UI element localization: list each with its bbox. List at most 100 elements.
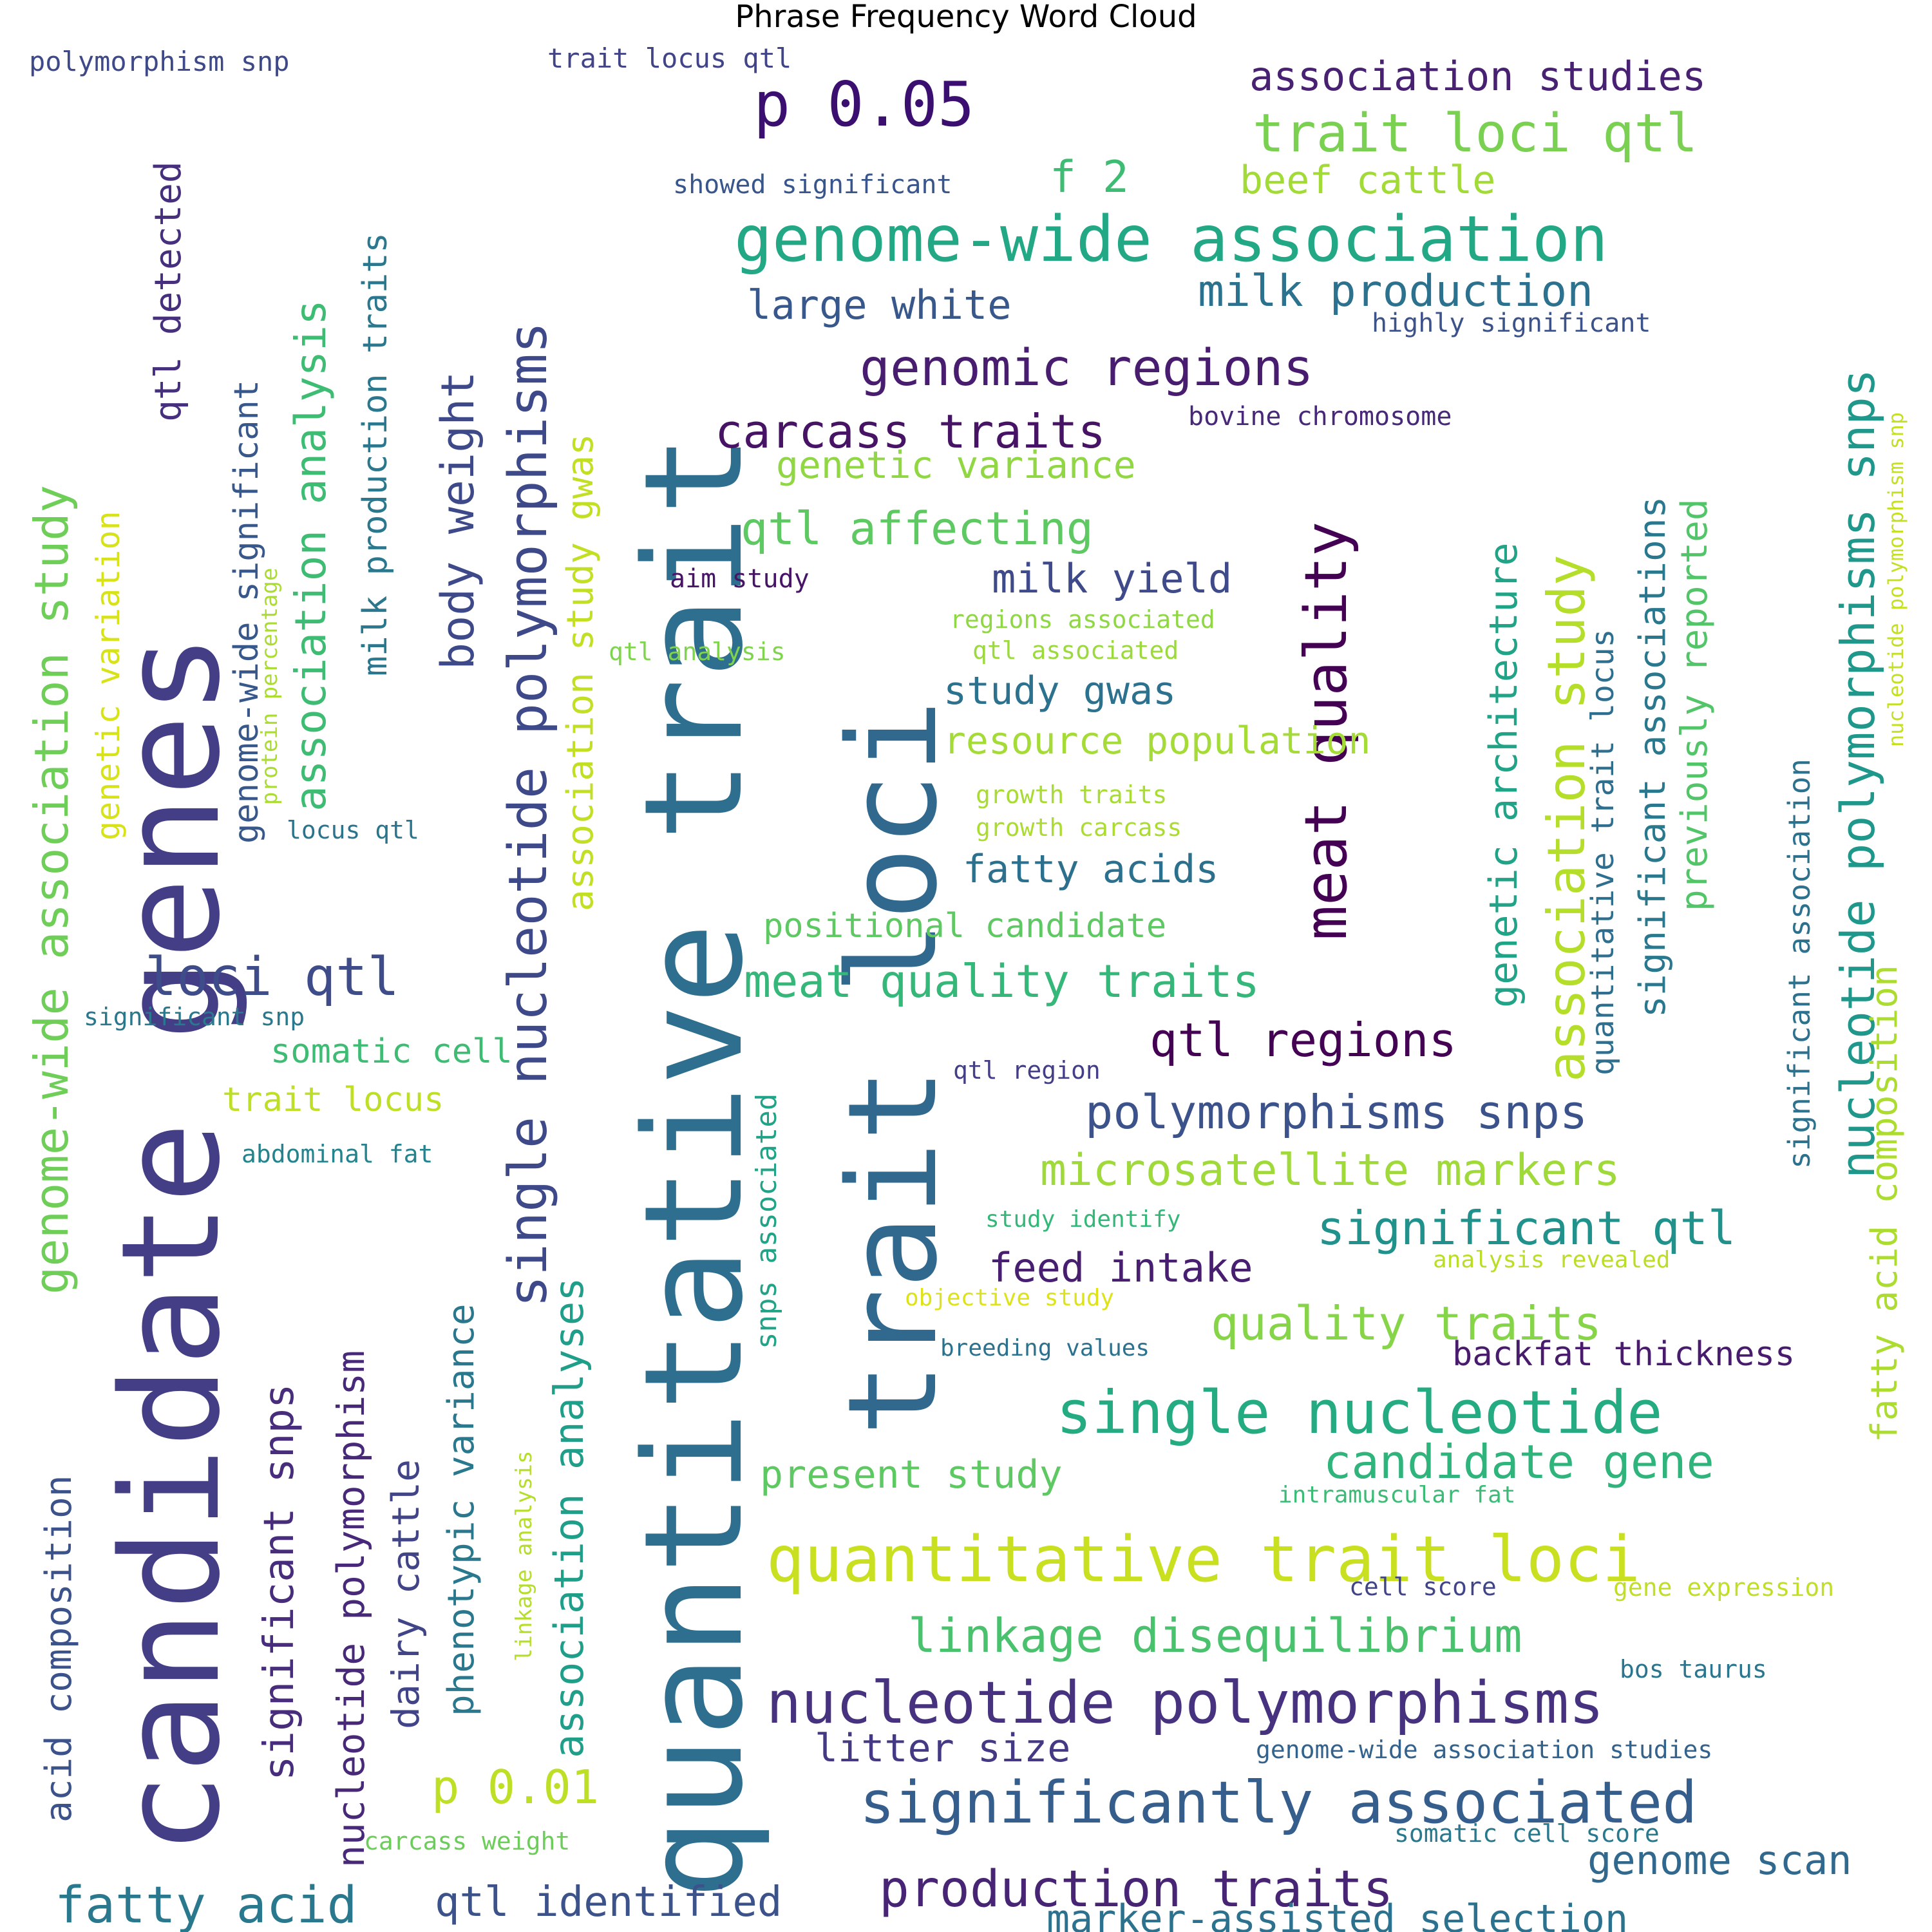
word-cloud-phrase: somatic cell score bbox=[1394, 1819, 1660, 1848]
word-cloud-phrase: quality traits bbox=[1211, 1296, 1602, 1350]
word-cloud-phrase: study identify bbox=[985, 1206, 1180, 1233]
word-cloud-phrase: association study gwas bbox=[560, 433, 601, 911]
word-cloud-phrase: bos taurus bbox=[1620, 1655, 1767, 1683]
word-cloud-phrase: meat quality bbox=[1293, 522, 1360, 940]
word-cloud-phrase: fatty acid composition bbox=[1864, 965, 1906, 1443]
word-cloud-phrase: genomic regions bbox=[860, 339, 1313, 397]
word-cloud-phrase: qtl detected bbox=[147, 161, 189, 422]
word-cloud-phrase: linkage analysis bbox=[511, 1450, 537, 1662]
word-cloud-phrase: production traits bbox=[879, 1861, 1393, 1918]
word-cloud-phrase: qtl identified bbox=[435, 1879, 782, 1926]
word-cloud-phrase: trait loci qtl bbox=[1253, 103, 1698, 164]
word-cloud-phrase: polymorphisms snps bbox=[1085, 1085, 1587, 1139]
word-cloud-phrase: protein percentage bbox=[257, 568, 283, 805]
word-cloud-phrase: quantitative trait loci bbox=[766, 1523, 1640, 1596]
word-cloud-phrase: quantitative trait bbox=[615, 434, 773, 1900]
word-cloud-phrase: f 2 bbox=[1050, 152, 1129, 203]
word-cloud-phrase: objective study bbox=[905, 1285, 1114, 1311]
word-cloud-phrase: candidate gene bbox=[1323, 1435, 1714, 1489]
word-cloud-phrase: growth carcass bbox=[976, 813, 1182, 842]
word-cloud-phrase: significant snp bbox=[84, 1003, 305, 1031]
word-cloud-phrase: study gwas bbox=[943, 668, 1176, 714]
word-cloud-phrase: carcass traits bbox=[715, 404, 1106, 459]
word-cloud-phrase: body weight bbox=[431, 371, 484, 670]
word-cloud-phrase: nucleotide polymorphisms snps bbox=[1831, 369, 1885, 1179]
word-cloud-phrase: significant qtl bbox=[1317, 1201, 1736, 1255]
word-cloud-phrase: cell score bbox=[1349, 1573, 1497, 1601]
chart-title: Phrase Frequency Word Cloud bbox=[735, 0, 1197, 35]
word-cloud-phrase: breeding values bbox=[940, 1335, 1150, 1361]
word-cloud-phrase: milk yield bbox=[992, 555, 1232, 602]
word-cloud-phrase: single nucleotide polymorphisms bbox=[498, 322, 559, 1307]
word-cloud-phrase: resource population bbox=[943, 719, 1370, 762]
word-cloud-phrase: microsatellite markers bbox=[1040, 1145, 1620, 1196]
word-cloud-phrase: regions associated bbox=[950, 605, 1215, 634]
word-cloud-phrase: beef cattle bbox=[1240, 158, 1495, 203]
word-cloud-phrase: genome-wide association bbox=[734, 203, 1608, 276]
word-cloud-phrase: analysis revealed bbox=[1433, 1247, 1670, 1273]
word-cloud-phrase: litter size bbox=[815, 1726, 1070, 1771]
word-cloud-phrase: p 0.05 bbox=[753, 70, 974, 140]
word-cloud-phrase: meat quality traits bbox=[744, 955, 1260, 1008]
word-cloud-phrase: significant snps bbox=[256, 1384, 303, 1781]
word-cloud-phrase: gene expression bbox=[1613, 1573, 1834, 1602]
word-cloud-phrase: qtl regions bbox=[1150, 1013, 1457, 1067]
word-cloud-phrase: large white bbox=[747, 281, 1012, 328]
word-cloud-phrase: association study bbox=[1537, 554, 1596, 1082]
word-cloud-phrase: backfat thickness bbox=[1452, 1335, 1795, 1374]
word-cloud-phrase: marker-assisted selection bbox=[1046, 1897, 1628, 1932]
word-cloud-phrase: acid composition bbox=[38, 1475, 80, 1823]
word-cloud-phrase: fatty acid bbox=[55, 1877, 357, 1932]
word-cloud-phrase: phenotypic variance bbox=[440, 1303, 482, 1716]
word-cloud-phrase: genetic architecture bbox=[1481, 543, 1526, 1008]
word-cloud-phrase: significant associations bbox=[1632, 497, 1674, 1018]
word-cloud-phrase: aim study bbox=[670, 564, 810, 594]
word-cloud-phrase: loci qtl bbox=[145, 947, 399, 1008]
word-cloud-phrase: association studies bbox=[1249, 53, 1706, 100]
word-cloud-phrase: genome scan bbox=[1587, 1837, 1852, 1884]
word-cloud-phrase: genetic variance bbox=[776, 443, 1136, 487]
word-cloud-phrase: positional candidate bbox=[763, 907, 1166, 945]
word-cloud-phrase: intramuscular fat bbox=[1278, 1482, 1515, 1508]
word-cloud-phrase: previously reported bbox=[1674, 498, 1716, 911]
word-cloud-phrase: abdominal fat bbox=[242, 1140, 433, 1168]
word-cloud-phrase: p 0.01 bbox=[431, 1760, 599, 1814]
word-cloud-phrase: polymorphism snp bbox=[29, 46, 290, 77]
word-cloud-phrase: qtl analysis bbox=[609, 638, 786, 666]
word-cloud-phrase: qtl affecting bbox=[741, 502, 1094, 555]
word-cloud-phrase: fatty acids bbox=[963, 847, 1218, 892]
word-cloud-phrase: nucleotide polymorphism snp bbox=[1884, 412, 1908, 747]
word-cloud-phrase: milk production traits bbox=[356, 232, 395, 676]
word-cloud-phrase: genetic variation bbox=[90, 511, 127, 840]
word-cloud-phrase: association analysis bbox=[286, 299, 336, 811]
word-cloud-phrase: single nucleotide bbox=[1056, 1378, 1663, 1447]
word-cloud-phrase: growth traits bbox=[976, 781, 1167, 809]
word-cloud-phrase: trait loci bbox=[822, 699, 964, 1436]
word-cloud-phrase: nucleotide polymorphism bbox=[329, 1350, 373, 1868]
word-cloud-phrase: trait locus qtl bbox=[547, 43, 791, 74]
word-cloud-phrase: trait locus bbox=[222, 1081, 444, 1119]
word-cloud-phrase: feed intake bbox=[989, 1244, 1253, 1291]
word-cloud-phrase: linkage disequilibrium bbox=[908, 1609, 1522, 1663]
word-cloud-phrase: somatic cell bbox=[270, 1032, 513, 1071]
word-cloud-phrase: nucleotide polymorphisms bbox=[766, 1669, 1604, 1737]
word-cloud-phrase: association analyses bbox=[545, 1277, 592, 1758]
word-cloud-phrase: locus qtl bbox=[287, 816, 419, 844]
word-cloud-phrase: qtl associated bbox=[972, 636, 1179, 665]
word-cloud-phrase: significantly associated bbox=[860, 1769, 1697, 1837]
word-cloud-phrase: highly significant bbox=[1372, 308, 1651, 338]
word-cloud-phrase: present study bbox=[760, 1452, 1063, 1497]
word-cloud-phrase: showed significant bbox=[673, 170, 952, 200]
word-cloud-phrase: genome-wide association studies bbox=[1256, 1736, 1712, 1764]
word-cloud-phrase: carcass weight bbox=[364, 1827, 570, 1855]
word-cloud-phrase: candidate genes bbox=[92, 634, 250, 1855]
word-cloud-phrase: significant association bbox=[1782, 759, 1817, 1169]
word-cloud-phrase: qtl region bbox=[953, 1056, 1101, 1084]
word-cloud-phrase: bovine chromosome bbox=[1188, 402, 1452, 431]
word-cloud-phrase: snps associated bbox=[750, 1094, 783, 1349]
word-cloud-phrase: milk production bbox=[1198, 266, 1593, 317]
word-cloud-phrase: genome-wide association study bbox=[24, 485, 79, 1294]
word-cloud-phrase: dairy cattle bbox=[384, 1459, 428, 1729]
word-cloud-phrase: quantitative trait locus bbox=[1585, 629, 1621, 1075]
